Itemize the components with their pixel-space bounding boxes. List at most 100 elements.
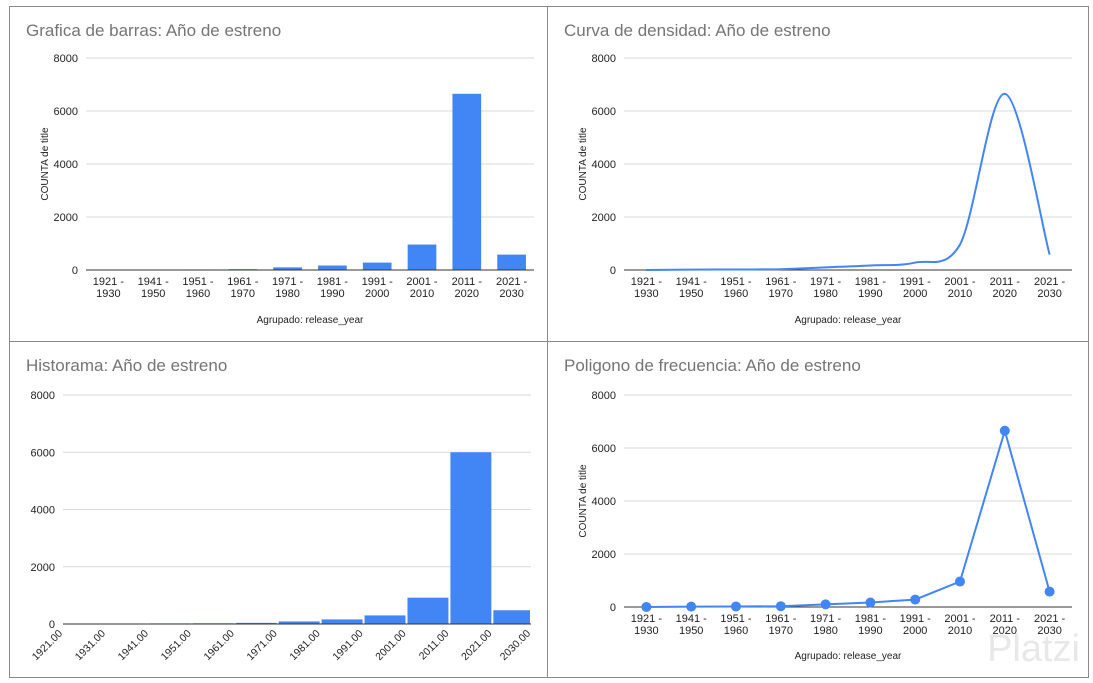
- y-tick-label: 6000: [592, 106, 616, 118]
- x-tick-line: 1980: [813, 625, 837, 637]
- x-tick-label: 1921 -1930: [631, 613, 663, 637]
- y-tick-label: 6000: [54, 106, 78, 118]
- x-tick-line: 2030: [499, 288, 523, 300]
- bar: [407, 244, 437, 270]
- x-tick-line: 2020: [993, 625, 1017, 637]
- x-tick-label: 2021.00: [459, 628, 494, 663]
- bar: [318, 265, 347, 270]
- x-tick-line: 1951 -: [720, 613, 752, 625]
- x-tick-label: 1971.00: [244, 628, 279, 663]
- y-tick-label: 2000: [592, 212, 616, 224]
- y-tick-label: 2000: [31, 562, 55, 574]
- x-tick-line: 1921 -: [631, 276, 663, 288]
- platzi-watermark: Platzi: [987, 628, 1080, 670]
- histogram-bar: [321, 619, 363, 624]
- x-tick-line: 1990: [320, 288, 344, 300]
- x-tick-label: 1981 -1990: [855, 613, 887, 637]
- y-tick-label: 0: [610, 602, 616, 614]
- x-tick-label: 1991 -2000: [900, 276, 932, 300]
- frequency-line: [646, 427, 1051, 608]
- x-tick-line: 2010: [948, 288, 972, 300]
- histogram-bar: [407, 597, 449, 624]
- x-tick-line: 2010: [410, 288, 434, 300]
- x-tick-line: 2000: [903, 625, 927, 637]
- bar: [273, 267, 302, 270]
- x-tick-line: 1930: [96, 288, 120, 300]
- density-chart-panel: Curva de densidad: Año de estreno 0 2000 4…: [547, 6, 1089, 342]
- x-tick-line: 2001 -: [944, 276, 976, 288]
- x-tick-line: 2000: [903, 288, 927, 300]
- x-axis-label: Agrupado: release_year: [795, 315, 902, 326]
- x-tick-line: 1971 -: [810, 276, 842, 288]
- x-tick-label: 1921 -1930: [631, 276, 663, 300]
- x-tick-line: 1941 -: [138, 276, 170, 288]
- x-tick-line: 2001 -: [944, 613, 976, 625]
- x-tick-label: 2030.00: [498, 628, 533, 663]
- x-tick-label: 2021 -2030: [496, 276, 528, 300]
- density-line: [646, 92, 1051, 271]
- x-tick-label: 1951 -1960: [720, 613, 752, 637]
- x-tick-label: 1941.00: [116, 628, 151, 663]
- x-tick-line: 1991 -: [362, 276, 394, 288]
- x-tick-line: 2011 -: [452, 276, 483, 288]
- x-tick-line: 1950: [679, 625, 703, 637]
- y-tick-label: 2000: [592, 549, 616, 561]
- x-tick-line: 2000: [365, 288, 389, 300]
- x-tick-line: 2021 -: [496, 276, 528, 288]
- x-tick-label: 1921 -1930: [93, 276, 125, 300]
- y-tick-label: 0: [610, 265, 616, 277]
- x-tick-line: 1981 -: [317, 276, 349, 288]
- x-tick-line: 2030: [1037, 288, 1061, 300]
- x-tick-label: 2001 -2010: [406, 276, 438, 300]
- chart-title: Historama: Año de estreno: [26, 356, 228, 375]
- x-tick-label: 2001 -2010: [944, 613, 976, 637]
- frequency-polygon-chart: 0 2000 4000 6000 8000 COUNTA de title 1921 -19…: [578, 390, 1072, 662]
- data-point: [1044, 586, 1055, 597]
- x-tick-line: 1950: [141, 288, 165, 300]
- y-axis-label: COUNTA de title: [578, 464, 589, 538]
- x-tick-label: 1961.00: [202, 628, 237, 663]
- chart-title: Poligono de frecuencia: Año de estreno: [564, 356, 861, 375]
- x-tick-label: 2011.00: [417, 628, 452, 663]
- y-tick-label: 8000: [54, 53, 78, 65]
- data-point: [731, 601, 741, 612]
- x-tick-label: 2001 -2010: [944, 276, 976, 300]
- x-tick-line: 1921 -: [93, 276, 125, 288]
- y-tick-label: 6000: [592, 443, 616, 455]
- x-tick-label: 1941 -1950: [138, 276, 170, 300]
- bar: [362, 262, 392, 270]
- x-tick-line: 1941 -: [676, 276, 708, 288]
- x-tick-line: 2020: [455, 288, 479, 300]
- x-tick-line: 1961 -: [765, 613, 797, 625]
- bar: [497, 254, 526, 270]
- y-tick-label: 8000: [31, 390, 55, 402]
- data-point: [686, 601, 697, 612]
- x-tick-line: 2010: [948, 625, 972, 637]
- x-tick-line: 1990: [858, 625, 882, 637]
- x-tick-label: 2001.00: [373, 628, 408, 663]
- x-tick-label: 2021 -2030: [1034, 613, 1066, 637]
- y-tick-label: 8000: [592, 390, 616, 402]
- y-tick-label: 4000: [592, 159, 616, 171]
- bar: [452, 93, 482, 271]
- histogram-bar: [278, 621, 320, 624]
- data-point: [865, 597, 876, 608]
- x-tick-label: 1971 -1980: [810, 276, 842, 300]
- x-tick-line: 1951 -: [720, 276, 752, 288]
- x-tick-line: 2001 -: [406, 276, 438, 288]
- data-point: [641, 601, 652, 612]
- histogram-panel: Historama: Año de estreno 0 2000 4000 6000 8…: [9, 341, 548, 678]
- x-tick-line: 1941 -: [676, 613, 708, 625]
- x-tick-line: 1961 -: [227, 276, 259, 288]
- x-tick-label: 1931.00: [73, 628, 108, 663]
- x-tick-line: 1970: [769, 625, 793, 637]
- y-tick-label: 4000: [592, 496, 616, 508]
- x-tick-line: 1960: [724, 288, 748, 300]
- x-tick-line: 2011 -: [990, 613, 1021, 625]
- x-tick-line: 1930: [634, 625, 658, 637]
- y-tick-label: 4000: [54, 159, 78, 171]
- histogram-bar: [450, 452, 492, 624]
- x-tick-line: 1981 -: [855, 276, 887, 288]
- chart-title: Grafica de barras: Año de estreno: [26, 21, 282, 40]
